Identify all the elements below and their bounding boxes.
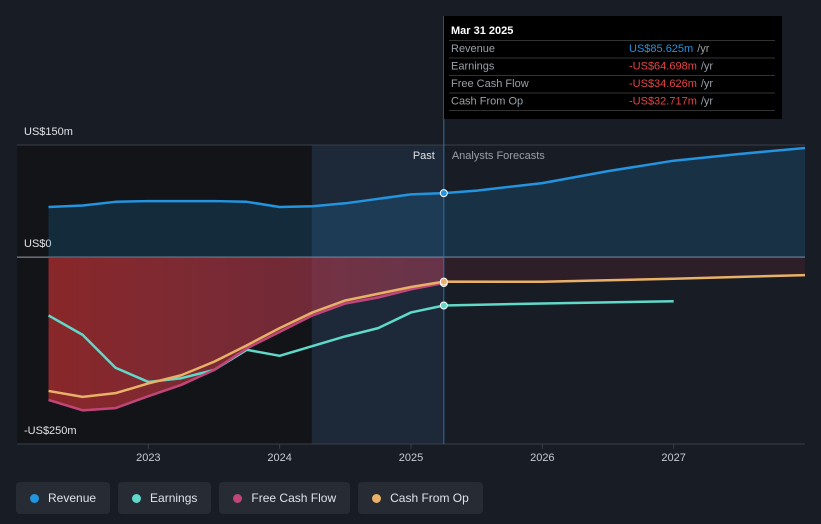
series-line <box>48 273 806 399</box>
tooltip-name: Earnings <box>451 60 495 72</box>
tooltip-value-text: -US$64.698m <box>629 60 697 72</box>
legend-label: Earnings <box>150 491 198 505</box>
point-marker <box>439 277 448 286</box>
tooltip-name: Cash From Op <box>451 95 523 107</box>
legend-item[interactable]: Cash From Op <box>358 482 483 514</box>
x-tick-label: 2027 <box>661 452 685 464</box>
past-label: Past <box>413 150 435 162</box>
forecast-negative-area <box>443 257 805 282</box>
x-tick-label: 2023 <box>136 452 160 464</box>
tooltip-name: Free Cash Flow <box>451 78 529 90</box>
series-line <box>48 146 806 209</box>
tooltip-title: Mar 31 2025 <box>451 25 513 37</box>
y-tick-label: US$0 <box>24 238 52 250</box>
tooltip-value-text: -US$32.717m <box>629 95 697 107</box>
series-line <box>48 281 445 412</box>
series-line <box>47 299 674 384</box>
legend-swatch <box>30 493 39 503</box>
legend-swatch <box>132 493 142 503</box>
tooltip-value: US$85.625m/yr <box>629 43 710 55</box>
x-tick-label: 2025 <box>399 452 423 464</box>
negative-area <box>48 257 444 411</box>
legend-swatch <box>233 493 243 503</box>
tooltip-value: -US$32.717m/yr <box>629 95 713 107</box>
tooltip-unit: /yr <box>701 60 714 72</box>
legend-item[interactable]: Revenue <box>16 482 111 514</box>
tooltip-value-text: US$85.625m <box>629 43 693 55</box>
chart: US$150m US$0 -US$250m 2023 2024 2025 2026 2027 P… <box>17 16 806 464</box>
forecast-label: Analysts Forecasts <box>452 150 545 162</box>
x-tick-label: 2024 <box>267 452 291 464</box>
legend-item[interactable]: Free Cash Flow <box>219 482 351 514</box>
tooltip-unit: /yr <box>701 78 714 90</box>
legend-label: Cash From Op <box>390 491 469 505</box>
tooltip-box <box>444 16 782 119</box>
tooltip-value: -US$64.698m/yr <box>629 60 713 72</box>
tooltip-unit: /yr <box>697 43 710 55</box>
tooltip-value-text: -US$34.626m <box>629 78 697 90</box>
y-tick-label: US$150m <box>24 126 73 138</box>
revenue-area <box>48 147 805 258</box>
x-tick-label: 2026 <box>530 452 554 464</box>
legend-swatch <box>372 493 382 503</box>
legend-label: Revenue <box>48 491 97 505</box>
tooltip: Mar 31 2025 Revenue US$85.625m/yr Earnings -… <box>444 16 782 119</box>
point-marker <box>439 189 448 198</box>
legend-label: Free Cash Flow <box>251 491 337 505</box>
legend-item[interactable]: Earnings <box>118 482 212 514</box>
tooltip-unit: /yr <box>701 95 714 107</box>
tooltip-value: -US$34.626m/yr <box>629 78 713 90</box>
point-marker <box>439 301 448 310</box>
tooltip-name: Revenue <box>451 43 495 55</box>
y-tick-label: -US$250m <box>24 425 77 437</box>
legend: Revenue Earnings Free Cash Flow Cash From O… <box>16 482 483 514</box>
